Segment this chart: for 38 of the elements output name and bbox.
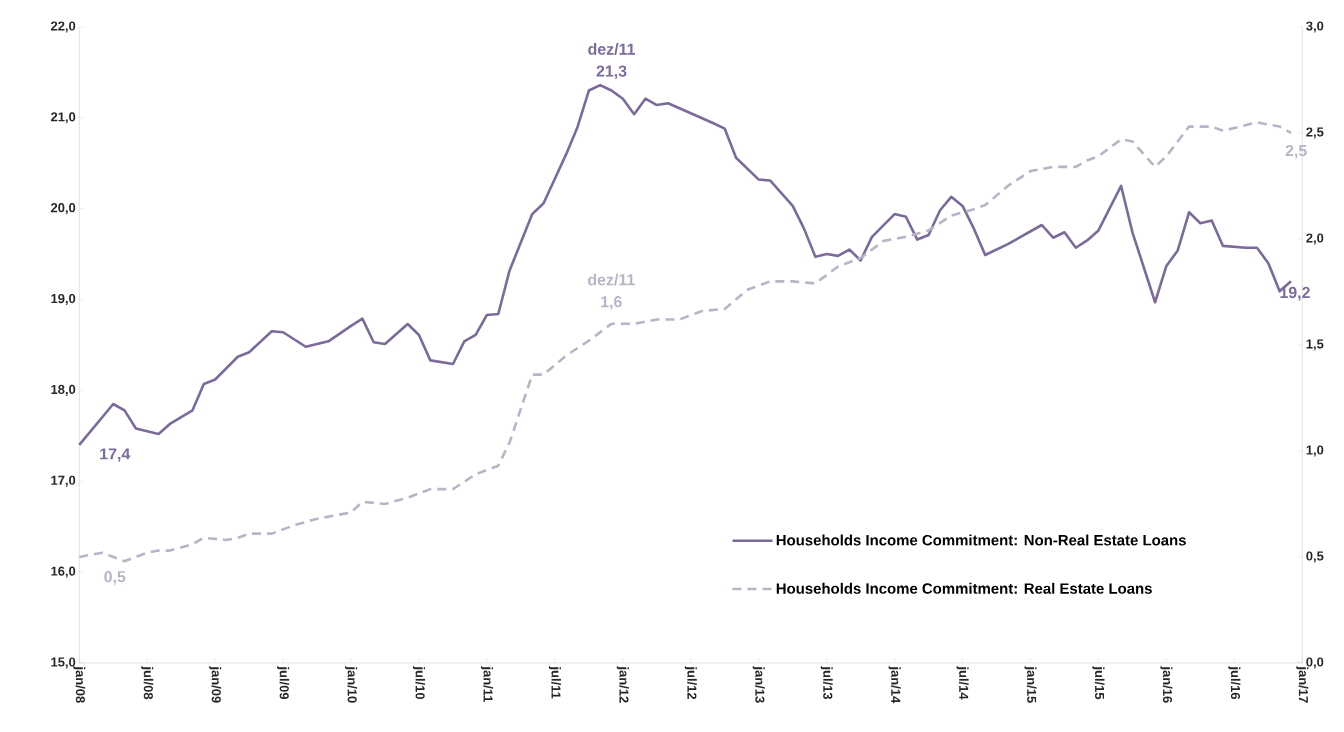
annotation: 19,2 bbox=[1280, 286, 1310, 301]
y-tick-label: 21,0 bbox=[51, 112, 76, 124]
x-tick-label: jan/13 bbox=[752, 666, 765, 703]
annotation: dez/11 1,6 bbox=[588, 273, 635, 310]
x-tick-label: jul/11 bbox=[548, 666, 561, 699]
legend-label: Households Income Commitment: Real Estate Loans bbox=[776, 582, 1152, 594]
x-tick-label: jan/11 bbox=[480, 666, 493, 703]
x-tick-label: jul/13 bbox=[820, 666, 833, 700]
y-tick-label: 16,0 bbox=[51, 566, 76, 578]
x-tick-label: jan/10 bbox=[345, 666, 358, 703]
x-tick-label: jul/09 bbox=[277, 666, 290, 700]
annotation: 0,5 bbox=[104, 571, 126, 585]
y2-tick-label: 1,5 bbox=[1306, 339, 1324, 351]
x-tick-label: jan/12 bbox=[616, 666, 629, 703]
annotation: 17,4 bbox=[100, 448, 131, 462]
y2-tick-label: 2,5 bbox=[1306, 127, 1324, 139]
x-tick-label: jan/09 bbox=[209, 666, 222, 703]
legend-label: Households Income Commitment: Non-Real Estate Loans bbox=[776, 534, 1186, 546]
y-tick-label: 18,0 bbox=[51, 384, 76, 396]
x-tick-label: jul/12 bbox=[684, 666, 697, 700]
x-tick-label: jul/14 bbox=[956, 666, 969, 700]
x-tick-label: jul/08 bbox=[141, 666, 154, 700]
y2-tick-label: 1,0 bbox=[1306, 445, 1324, 457]
y2-tick-label: 2,0 bbox=[1306, 233, 1324, 245]
y2-tick-label: 0,5 bbox=[1306, 551, 1324, 563]
y-tick-label: 19,0 bbox=[51, 293, 76, 306]
x-tick-label: jan/16 bbox=[1160, 666, 1173, 703]
x-tick-label: jul/16 bbox=[1228, 666, 1241, 700]
x-tick-label: jan/14 bbox=[888, 666, 901, 704]
y-tick-label: 22,0 bbox=[51, 21, 76, 33]
x-tick-label: jan/15 bbox=[1024, 666, 1037, 703]
y-tick-label: 20,0 bbox=[51, 203, 76, 215]
annotation: 2,5 bbox=[1285, 144, 1307, 159]
y2-tick-label: 3,0 bbox=[1306, 21, 1324, 33]
x-tick-label: jul/15 bbox=[1092, 666, 1105, 700]
y-tick-label: 17,0 bbox=[51, 475, 76, 487]
x-tick-label: jul/10 bbox=[412, 666, 426, 700]
annotation: dez/11 21,3 bbox=[588, 43, 635, 80]
